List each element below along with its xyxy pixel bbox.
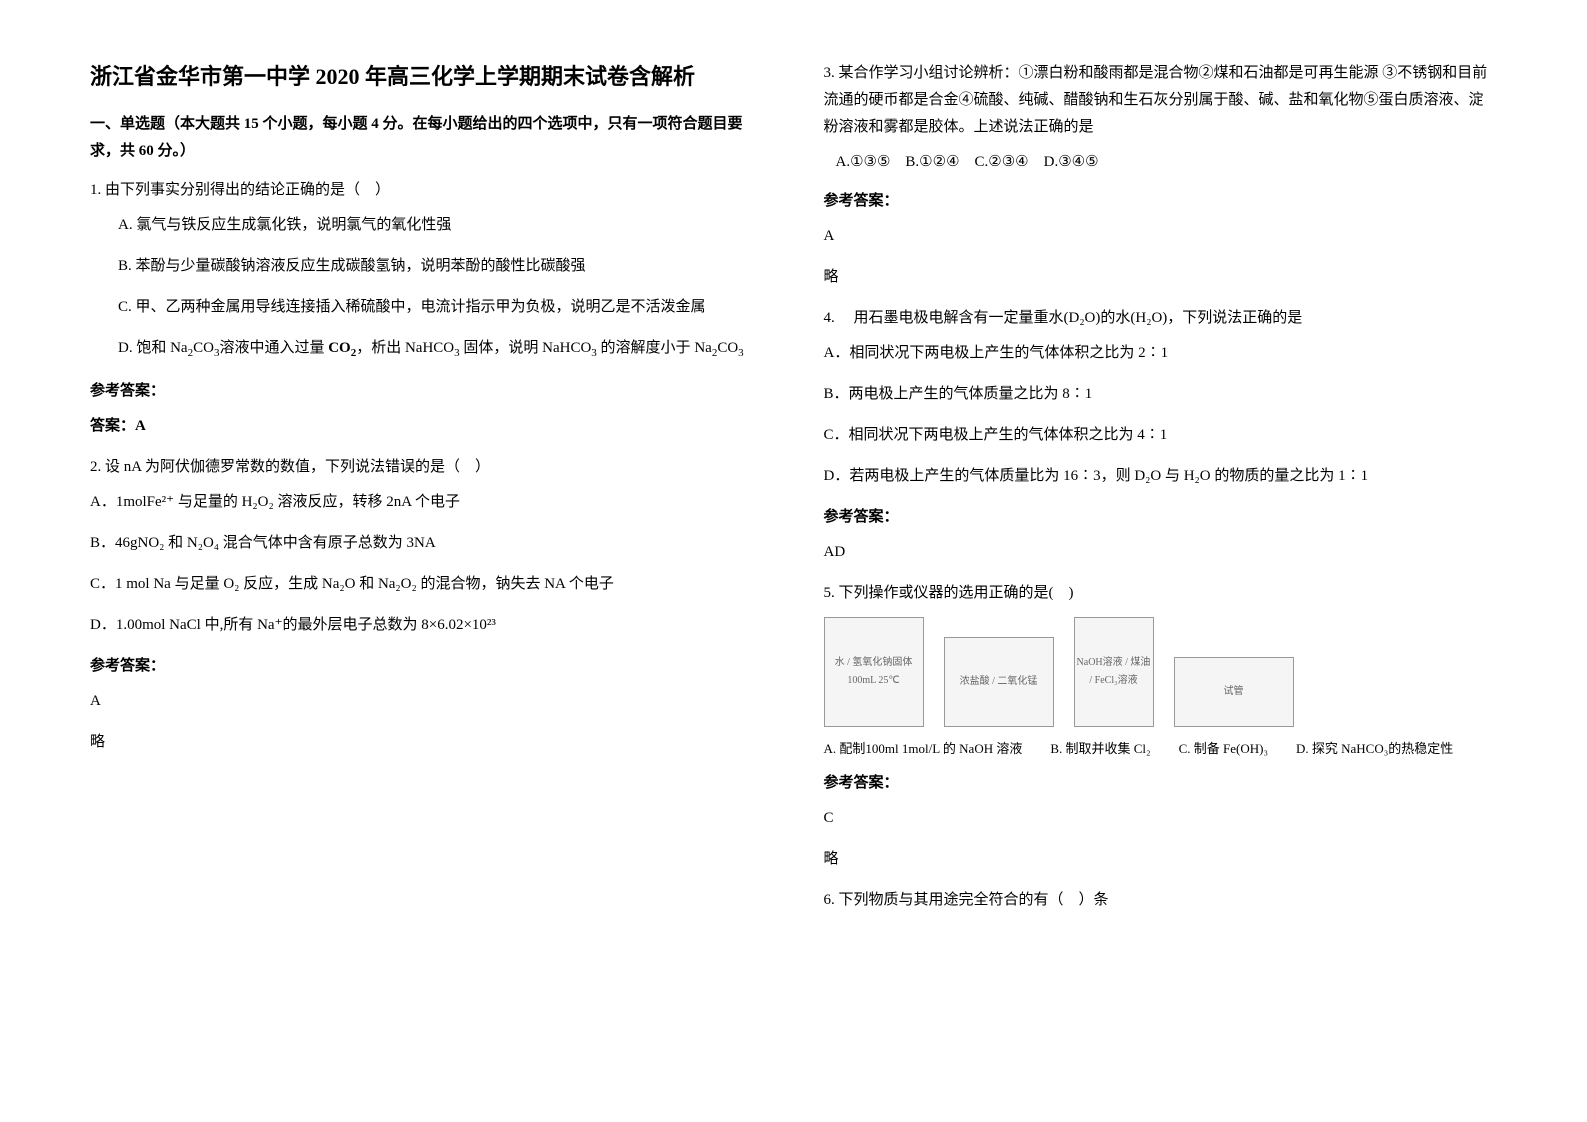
q4-stem: 4. 用石墨电极电解含有一定量重水(D₂O)的水(H₂O)，下列说法正确的是 [824, 305, 1498, 332]
q5-images-row: 水 / 氢氧化钠固体 100mL 25℃ 浓盐酸 / 二氧化锰 NaOH溶液 /… [824, 617, 1498, 727]
q1-option-d: D. 饱和 Na2CO3溶液中通入过量 CO2，析出 NaHCO3 固体，说明 … [118, 335, 764, 364]
q5-answer: C [824, 805, 1498, 832]
q1-optd-m2: ，析出 NaHCO [356, 340, 454, 356]
q1-answer: 答案：A [90, 413, 764, 440]
question-5: 5. 下列操作或仪器的选用正确的是( ) 水 / 氢氧化钠固体 100mL 25… [824, 580, 1498, 873]
q2-option-a: A．1molFe²⁺ 与足量的 H₂O₂ 溶液反应，转移 2nA 个电子 [90, 489, 764, 516]
q2-option-c: C．1 mol Na 与足量 O₂ 反应，生成 Na₂O 和 Na₂O₂ 的混合… [90, 571, 764, 598]
q5-answer-label: 参考答案： [824, 770, 1498, 797]
q1-option-b: B. 苯酚与少量碳酸钠溶液反应生成碳酸氢钠，说明苯酚的酸性比碳酸强 [118, 253, 764, 280]
q3-options: A.①③⑤ B.①②④ C.②③④ D.③④⑤ [836, 149, 1498, 176]
q1-optd-pre: D. 饱和 [118, 340, 170, 356]
q5-apparatus-b-icon: 浓盐酸 / 二氧化锰 [944, 637, 1054, 727]
q5-option-a: A. 配制100ml 1mol/L 的 NaOH 溶液 [824, 737, 1023, 760]
q5-apparatus-c-icon: NaOH溶液 / 煤油 / FeCl₃溶液 [1074, 617, 1154, 727]
q4-answer-label: 参考答案： [824, 504, 1498, 531]
q2-answer-label: 参考答案： [90, 653, 764, 680]
q2-answer: A [90, 688, 764, 715]
q2-option-b: B．46gNO₂ 和 N₂O₄ 混合气体中含有原子总数为 3NA [90, 530, 764, 557]
q5-answer-extra: 略 [824, 846, 1498, 873]
section-header: 一、单选题（本大题共 15 个小题，每小题 4 分。在每小题给出的四个选项中，只… [90, 111, 764, 165]
question-6: 6. 下列物质与其用途完全符合的有（ ）条 [824, 887, 1498, 914]
q4-option-a: A．相同状况下两电极上产生的气体体积之比为 2∶1 [824, 340, 1498, 367]
question-1: 1. 由下列事实分别得出的结论正确的是（ ） A. 氯气与铁反应生成氯化铁，说明… [90, 177, 764, 440]
q1-optd-m3: 固体，说明 NaHCO [463, 340, 591, 356]
right-column: 3. 某合作学习小组讨论辨析：①漂白粉和酸雨都是混合物②煤和石油都是可再生能源 … [824, 60, 1498, 928]
q4-option-c: C．相同状况下两电极上产生的气体体积之比为 4∶1 [824, 422, 1498, 449]
q3-answer: A [824, 223, 1498, 250]
question-2: 2. 设 nA 为阿伏伽德罗常数的数值，下列说法错误的是（ ） A．1molFe… [90, 454, 764, 756]
document-title: 浙江省金华市第一中学 2020 年高三化学上学期期末试卷含解析 [90, 60, 764, 93]
q1-option-a: A. 氯气与铁反应生成氯化铁，说明氯气的氧化性强 [118, 212, 764, 239]
q4-answer: AD [824, 539, 1498, 566]
question-3: 3. 某合作学习小组讨论辨析：①漂白粉和酸雨都是混合物②煤和石油都是可再生能源 … [824, 60, 1498, 291]
q5-stem: 5. 下列操作或仪器的选用正确的是( ) [824, 580, 1498, 607]
q1-option-c: C. 甲、乙两种金属用导线连接插入稀硫酸中，电流计指示甲为负极，说明乙是不活泼金… [118, 294, 764, 321]
q5-apparatus-a-icon: 水 / 氢氧化钠固体 100mL 25℃ [824, 617, 924, 727]
q5-option-c: C. 制备 Fe(OH)₃ [1179, 737, 1268, 760]
q2-stem: 2. 设 nA 为阿伏伽德罗常数的数值，下列说法错误的是（ ） [90, 454, 764, 481]
q5-option-d: D. 探究 NaHCO₃的热稳定性 [1296, 737, 1453, 760]
q1-stem: 1. 由下列事实分别得出的结论正确的是（ ） [90, 177, 764, 204]
q3-answer-label: 参考答案： [824, 188, 1498, 215]
q1-optd-m4: 的溶解度小于 [601, 340, 691, 356]
q3-stem: 3. 某合作学习小组讨论辨析：①漂白粉和酸雨都是混合物②煤和石油都是可再生能源 … [824, 60, 1498, 141]
q5-apparatus-d-icon: 试管 [1174, 657, 1294, 727]
q1-answer-label: 参考答案： [90, 378, 764, 405]
q2-answer-extra: 略 [90, 729, 764, 756]
q5-option-b: B. 制取并收集 Cl₂ [1050, 737, 1150, 760]
q4-option-b: B．两电极上产生的气体质量之比为 8∶1 [824, 381, 1498, 408]
q3-answer-extra: 略 [824, 264, 1498, 291]
q4-option-d: D．若两电极上产生的气体质量比为 16∶3，则 D₂O 与 H₂O 的物质的量之… [824, 463, 1498, 490]
q6-stem: 6. 下列物质与其用途完全符合的有（ ）条 [824, 887, 1498, 914]
left-column: 浙江省金华市第一中学 2020 年高三化学上学期期末试卷含解析 一、单选题（本大… [90, 60, 764, 928]
q2-option-d: D．1.00mol NaCl 中,所有 Na⁺的最外层电子总数为 8×6.02×… [90, 612, 764, 639]
q1-optd-m1: 溶液中通入过量 [219, 340, 324, 356]
q5-option-labels: A. 配制100ml 1mol/L 的 NaOH 溶液 B. 制取并收集 Cl₂… [824, 737, 1498, 760]
question-4: 4. 用石墨电极电解含有一定量重水(D₂O)的水(H₂O)，下列说法正确的是 A… [824, 305, 1498, 566]
